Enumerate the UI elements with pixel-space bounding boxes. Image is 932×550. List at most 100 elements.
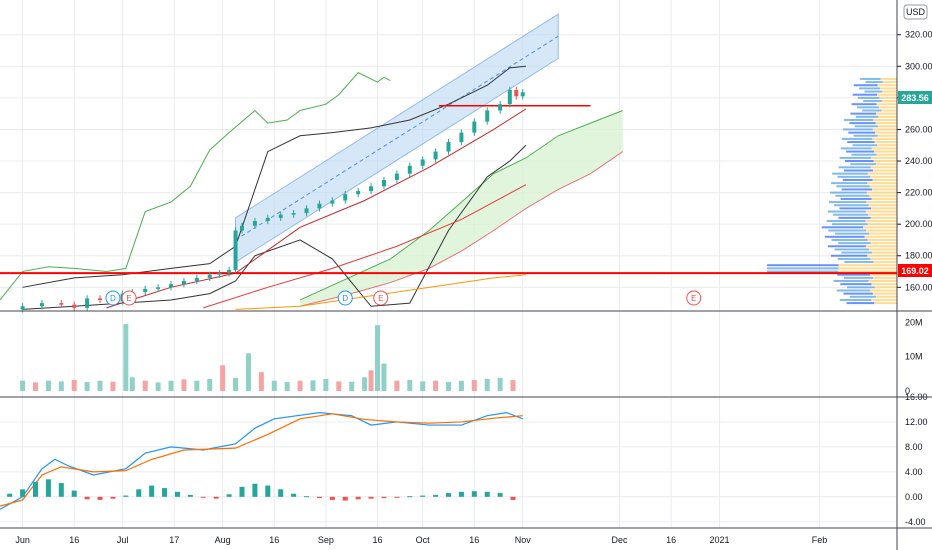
x-tick-label: 16 <box>69 535 79 545</box>
x-tick-label: 2021 <box>710 535 730 545</box>
volume-bar <box>58 381 64 391</box>
candle-body <box>156 287 161 289</box>
macd-histogram-bar <box>136 489 142 497</box>
volume-bar <box>181 379 187 391</box>
price-tick-label: 260.00 <box>905 124 932 134</box>
profile-bar <box>875 131 897 134</box>
candle-body <box>356 191 361 195</box>
profile-bar <box>848 131 876 134</box>
profile-bar <box>870 242 897 245</box>
profile-bar <box>869 194 897 197</box>
volume-bar <box>362 377 368 391</box>
volume-bar <box>45 380 51 391</box>
candle-body <box>514 89 519 97</box>
profile-bar <box>864 235 897 238</box>
volume-bars <box>20 324 516 391</box>
candle-body <box>278 214 283 218</box>
profile-bar <box>837 273 871 276</box>
profile-bar <box>875 122 897 125</box>
volume-bar <box>471 380 477 391</box>
profile-bar <box>842 178 873 181</box>
macd-histogram-bar <box>497 493 503 497</box>
profile-bar <box>871 147 897 150</box>
profile-bar <box>881 100 897 103</box>
profile-bar <box>847 286 875 289</box>
macd-histogram-bar <box>471 491 477 497</box>
profile-bar <box>841 137 873 140</box>
profile-bar <box>830 191 867 194</box>
volume-bar <box>258 372 264 391</box>
volume-bar <box>433 380 439 391</box>
profile-bar <box>821 226 864 229</box>
candle-body <box>265 217 270 222</box>
dividend-event-label: D <box>110 294 116 303</box>
x-tick-label: Sep <box>318 535 334 545</box>
earnings-event-marker[interactable] <box>686 290 702 306</box>
x-tick-label: Aug <box>215 535 231 545</box>
profile-bar <box>836 289 870 292</box>
profile-bar <box>834 204 869 207</box>
price-tick-label: 180.00 <box>905 251 932 261</box>
earnings-event-marker[interactable] <box>121 290 137 306</box>
earnings-event-label: E <box>126 294 131 303</box>
volume-bar <box>510 380 516 391</box>
profile-bar <box>876 153 897 156</box>
profile-bar <box>846 302 875 305</box>
price-tick-label: 240.00 <box>905 156 932 166</box>
profile-bar <box>838 242 871 245</box>
volume-bar <box>420 381 426 391</box>
volume-bar <box>84 382 90 391</box>
profile-bar <box>868 213 897 216</box>
macd-histogram-bar <box>97 496 103 500</box>
macd-histogram-bar <box>329 496 335 500</box>
profile-bar <box>860 77 881 80</box>
candle-body <box>59 303 64 305</box>
profile-bar <box>833 280 869 283</box>
currency-badge[interactable] <box>903 4 928 20</box>
macd-pane <box>0 411 523 510</box>
candle-body <box>72 304 77 308</box>
profile-bar <box>882 81 897 84</box>
profile-bar <box>874 302 897 305</box>
profile-bar <box>863 100 882 103</box>
macd-histogram-bar <box>123 495 129 497</box>
candle-body <box>507 89 512 105</box>
volume-bar <box>245 353 251 391</box>
profile-bar <box>870 273 897 276</box>
ma-orange <box>235 274 526 310</box>
profile-bar <box>873 261 897 264</box>
candle-body <box>39 303 44 307</box>
dividend-event-marker[interactable] <box>337 290 353 306</box>
macd-histogram-bar <box>45 479 51 497</box>
candle-body <box>420 159 425 166</box>
profile-bar <box>874 150 897 153</box>
macd-histogram-bar <box>381 496 387 499</box>
profile-bar <box>871 251 897 254</box>
profile-bar <box>854 125 878 128</box>
dividend-event-marker[interactable] <box>105 290 121 306</box>
profile-bar <box>876 144 897 147</box>
x-tick-label: 16 <box>269 535 279 545</box>
macd-histogram-bar <box>226 494 232 497</box>
volume-bar <box>97 380 103 391</box>
profile-bar <box>868 280 897 283</box>
volume-tick-label: 10M <box>905 352 923 362</box>
profile-bar <box>862 109 882 112</box>
earnings-event-marker[interactable] <box>373 290 389 306</box>
candle-body <box>317 203 322 209</box>
last-price-label: 283.56 <box>901 93 929 103</box>
ichimoku-cloud <box>300 110 623 307</box>
profile-bar <box>767 267 839 270</box>
profile-bar <box>872 292 897 295</box>
volume-bar <box>497 377 503 391</box>
signal-line <box>0 413 523 507</box>
bollinger-lower <box>22 144 527 310</box>
volume-profile <box>767 77 897 305</box>
macd-histogram-bar <box>239 486 245 497</box>
macd-histogram-bar <box>149 485 155 497</box>
volume-bar <box>458 380 464 391</box>
last-price-tag <box>898 91 932 104</box>
